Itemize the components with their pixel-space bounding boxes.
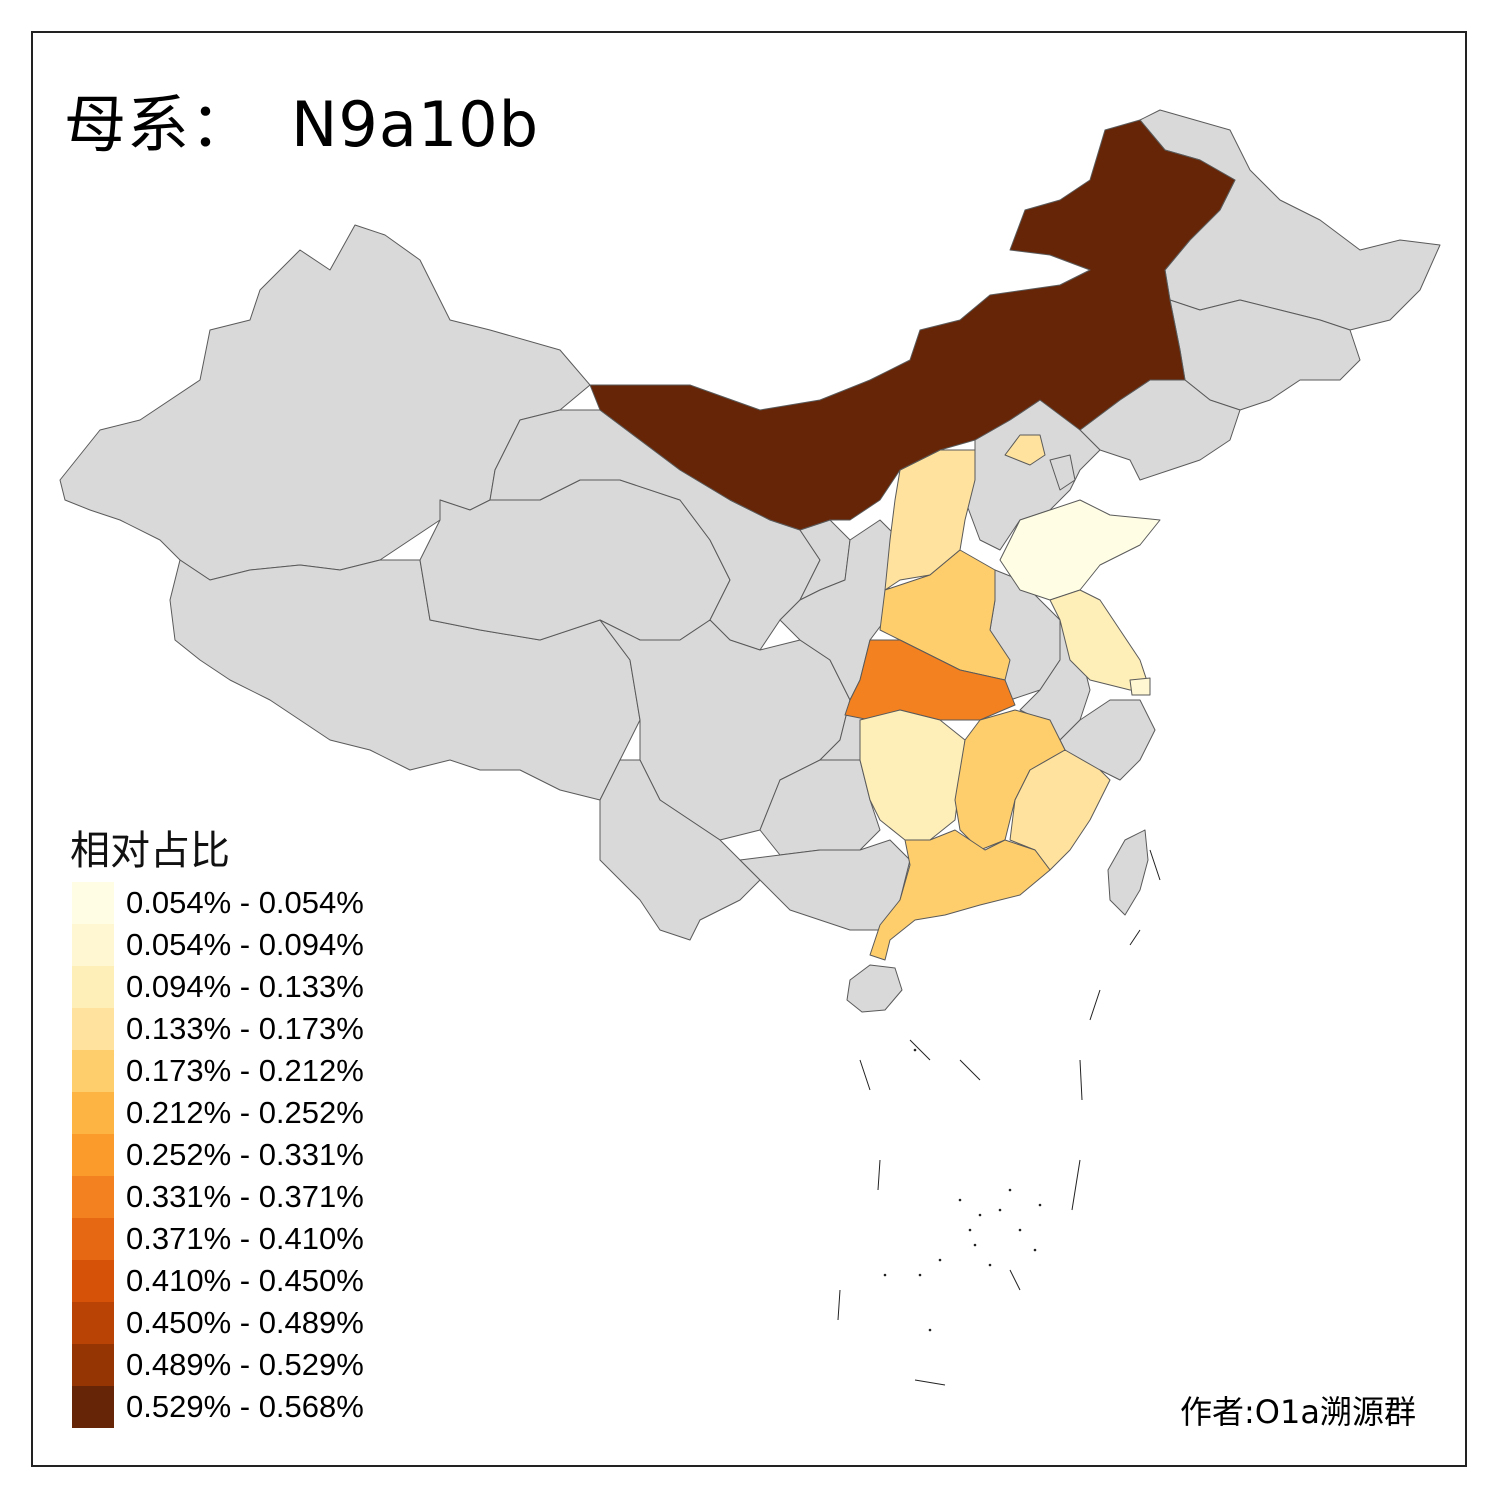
region-taiwan	[1107, 829, 1149, 916]
title-label: 母系：	[64, 88, 254, 161]
legend-swatch	[72, 1260, 114, 1302]
region-shanghai	[1129, 677, 1151, 696]
region-inner-mongolia	[589, 119, 1236, 531]
legend-label: 0.133% - 0.173%	[126, 1011, 364, 1046]
south-sea-islands	[837, 849, 1161, 1386]
legend-label: 0.054% - 0.094%	[126, 927, 364, 962]
region-guizhou-east	[859, 709, 966, 841]
legend-label: 0.252% - 0.331%	[126, 1137, 364, 1172]
region-beijing	[1004, 434, 1046, 466]
legend-title: 相对占比	[70, 828, 230, 874]
region-guangxi	[739, 839, 911, 931]
legend-label: 0.054% - 0.054%	[126, 885, 364, 920]
legend-swatch	[72, 1302, 114, 1344]
region-shandong	[999, 499, 1161, 601]
legend-label: 0.094% - 0.133%	[126, 969, 364, 1004]
region-hunan	[844, 639, 1016, 721]
legend-swatch	[72, 966, 114, 1008]
legend-label: 0.410% - 0.450%	[126, 1263, 364, 1298]
legend-label: 0.371% - 0.410%	[126, 1221, 364, 1256]
legend-label: 0.489% - 0.529%	[126, 1347, 364, 1382]
region-fujian	[1009, 749, 1111, 871]
legend-label: 0.173% - 0.212%	[126, 1053, 364, 1088]
region-guangdong	[869, 829, 1051, 961]
legend-label: 0.529% - 0.568%	[126, 1389, 364, 1424]
legend-label: 0.212% - 0.252%	[126, 1095, 364, 1130]
legend-label: 0.450% - 0.489%	[126, 1305, 364, 1340]
legend-swatch	[72, 882, 114, 924]
legend-swatch	[72, 924, 114, 966]
legend-swatch	[72, 1176, 114, 1218]
legend-swatch	[72, 1134, 114, 1176]
legend-label: 0.331% - 0.371%	[126, 1179, 364, 1214]
legend-swatch	[72, 1344, 114, 1386]
map-title: 母系： N9a10b	[64, 74, 539, 164]
legend-swatch	[72, 1386, 114, 1428]
legend-swatch	[72, 1050, 114, 1092]
title-haplogroup: N9a10b	[291, 88, 540, 161]
region-hainan	[846, 964, 903, 1013]
legend-swatch	[72, 1218, 114, 1260]
region-tianjin	[1049, 454, 1076, 491]
legend-swatch	[72, 1008, 114, 1050]
legend-swatch	[72, 1092, 114, 1134]
region-yunnan	[599, 759, 761, 941]
island-dots	[883, 1048, 1042, 1332]
author-credit: 作者:O1a溯源群	[1180, 1393, 1416, 1431]
